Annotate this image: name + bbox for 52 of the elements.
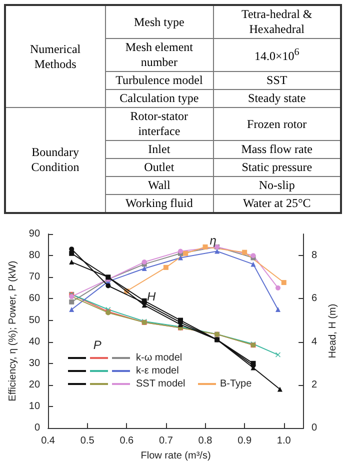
y-tick-label: 0	[34, 422, 40, 434]
text: Outlet	[105, 158, 214, 176]
y-tick-label: 20	[28, 379, 40, 390]
text: Static pressure	[213, 158, 341, 176]
x-tick-label: 0.7	[159, 436, 174, 447]
text: Calculation type	[105, 90, 214, 108]
text: Rotor-stator interface	[105, 108, 214, 140]
text: Water at 25°C	[213, 194, 341, 213]
legend-label: k-ω model	[136, 352, 182, 364]
x-tick-label: 0.8	[198, 436, 213, 447]
y-tick-label: 60	[28, 293, 40, 304]
y-axis-title: Efficiency, η (%); Power, P (kW)	[8, 260, 18, 402]
x-tick-label: 1.0	[276, 436, 292, 447]
text: Working fluid	[105, 194, 214, 213]
text: Turbulence model	[105, 72, 214, 90]
text: SST	[213, 72, 341, 90]
y-tick-label: 80	[28, 250, 40, 262]
y2-tick-label: 4	[312, 336, 318, 348]
legend-label: k-ε model	[136, 366, 179, 376]
y-tick-label: 70	[28, 272, 40, 283]
x-tick-label: 0.4	[41, 436, 56, 447]
text: Frozen rotor	[213, 108, 341, 140]
text: Mesh element number	[105, 38, 214, 72]
text: 14.0×10$^{6}$	[213, 38, 341, 72]
text: Numerical Methods	[5, 5, 106, 108]
annotation: P	[93, 338, 102, 352]
annotation: η	[210, 233, 217, 248]
y2-tick-label: 0	[312, 422, 318, 434]
annotation: H	[147, 289, 156, 304]
x-tick-label: 0.5	[80, 436, 95, 447]
x-tick-label: 0.6	[120, 436, 134, 447]
y2-tick-label: 2	[312, 379, 318, 390]
text: Wall	[105, 176, 214, 194]
y2-axis-title: Head, H (m)	[328, 304, 338, 358]
x-tick-label: 0.9	[238, 436, 252, 447]
y2-tick-label: 6	[312, 293, 318, 304]
text: Tetra-hedral & Hexahedral	[213, 5, 341, 38]
y-tick-label: 90	[28, 228, 40, 240]
text: Mass flow rate	[213, 140, 341, 158]
y-tick-label: 10	[28, 401, 40, 412]
text: Inlet	[105, 140, 214, 158]
x-axis-title: Flow rate (m³/s)	[140, 450, 211, 462]
y2-tick-label: 8	[312, 250, 318, 262]
text: Mesh type	[105, 5, 214, 38]
text: No-slip	[213, 176, 341, 194]
y-tick-label: 30	[28, 358, 40, 369]
legend-label: SST model	[136, 378, 186, 390]
y-tick-label: 50	[28, 314, 40, 326]
y-tick-label: 40	[28, 336, 40, 348]
text: Steady state	[213, 90, 341, 108]
text: Boundary Condition	[5, 108, 106, 213]
legend-label: B-Type	[220, 378, 252, 390]
